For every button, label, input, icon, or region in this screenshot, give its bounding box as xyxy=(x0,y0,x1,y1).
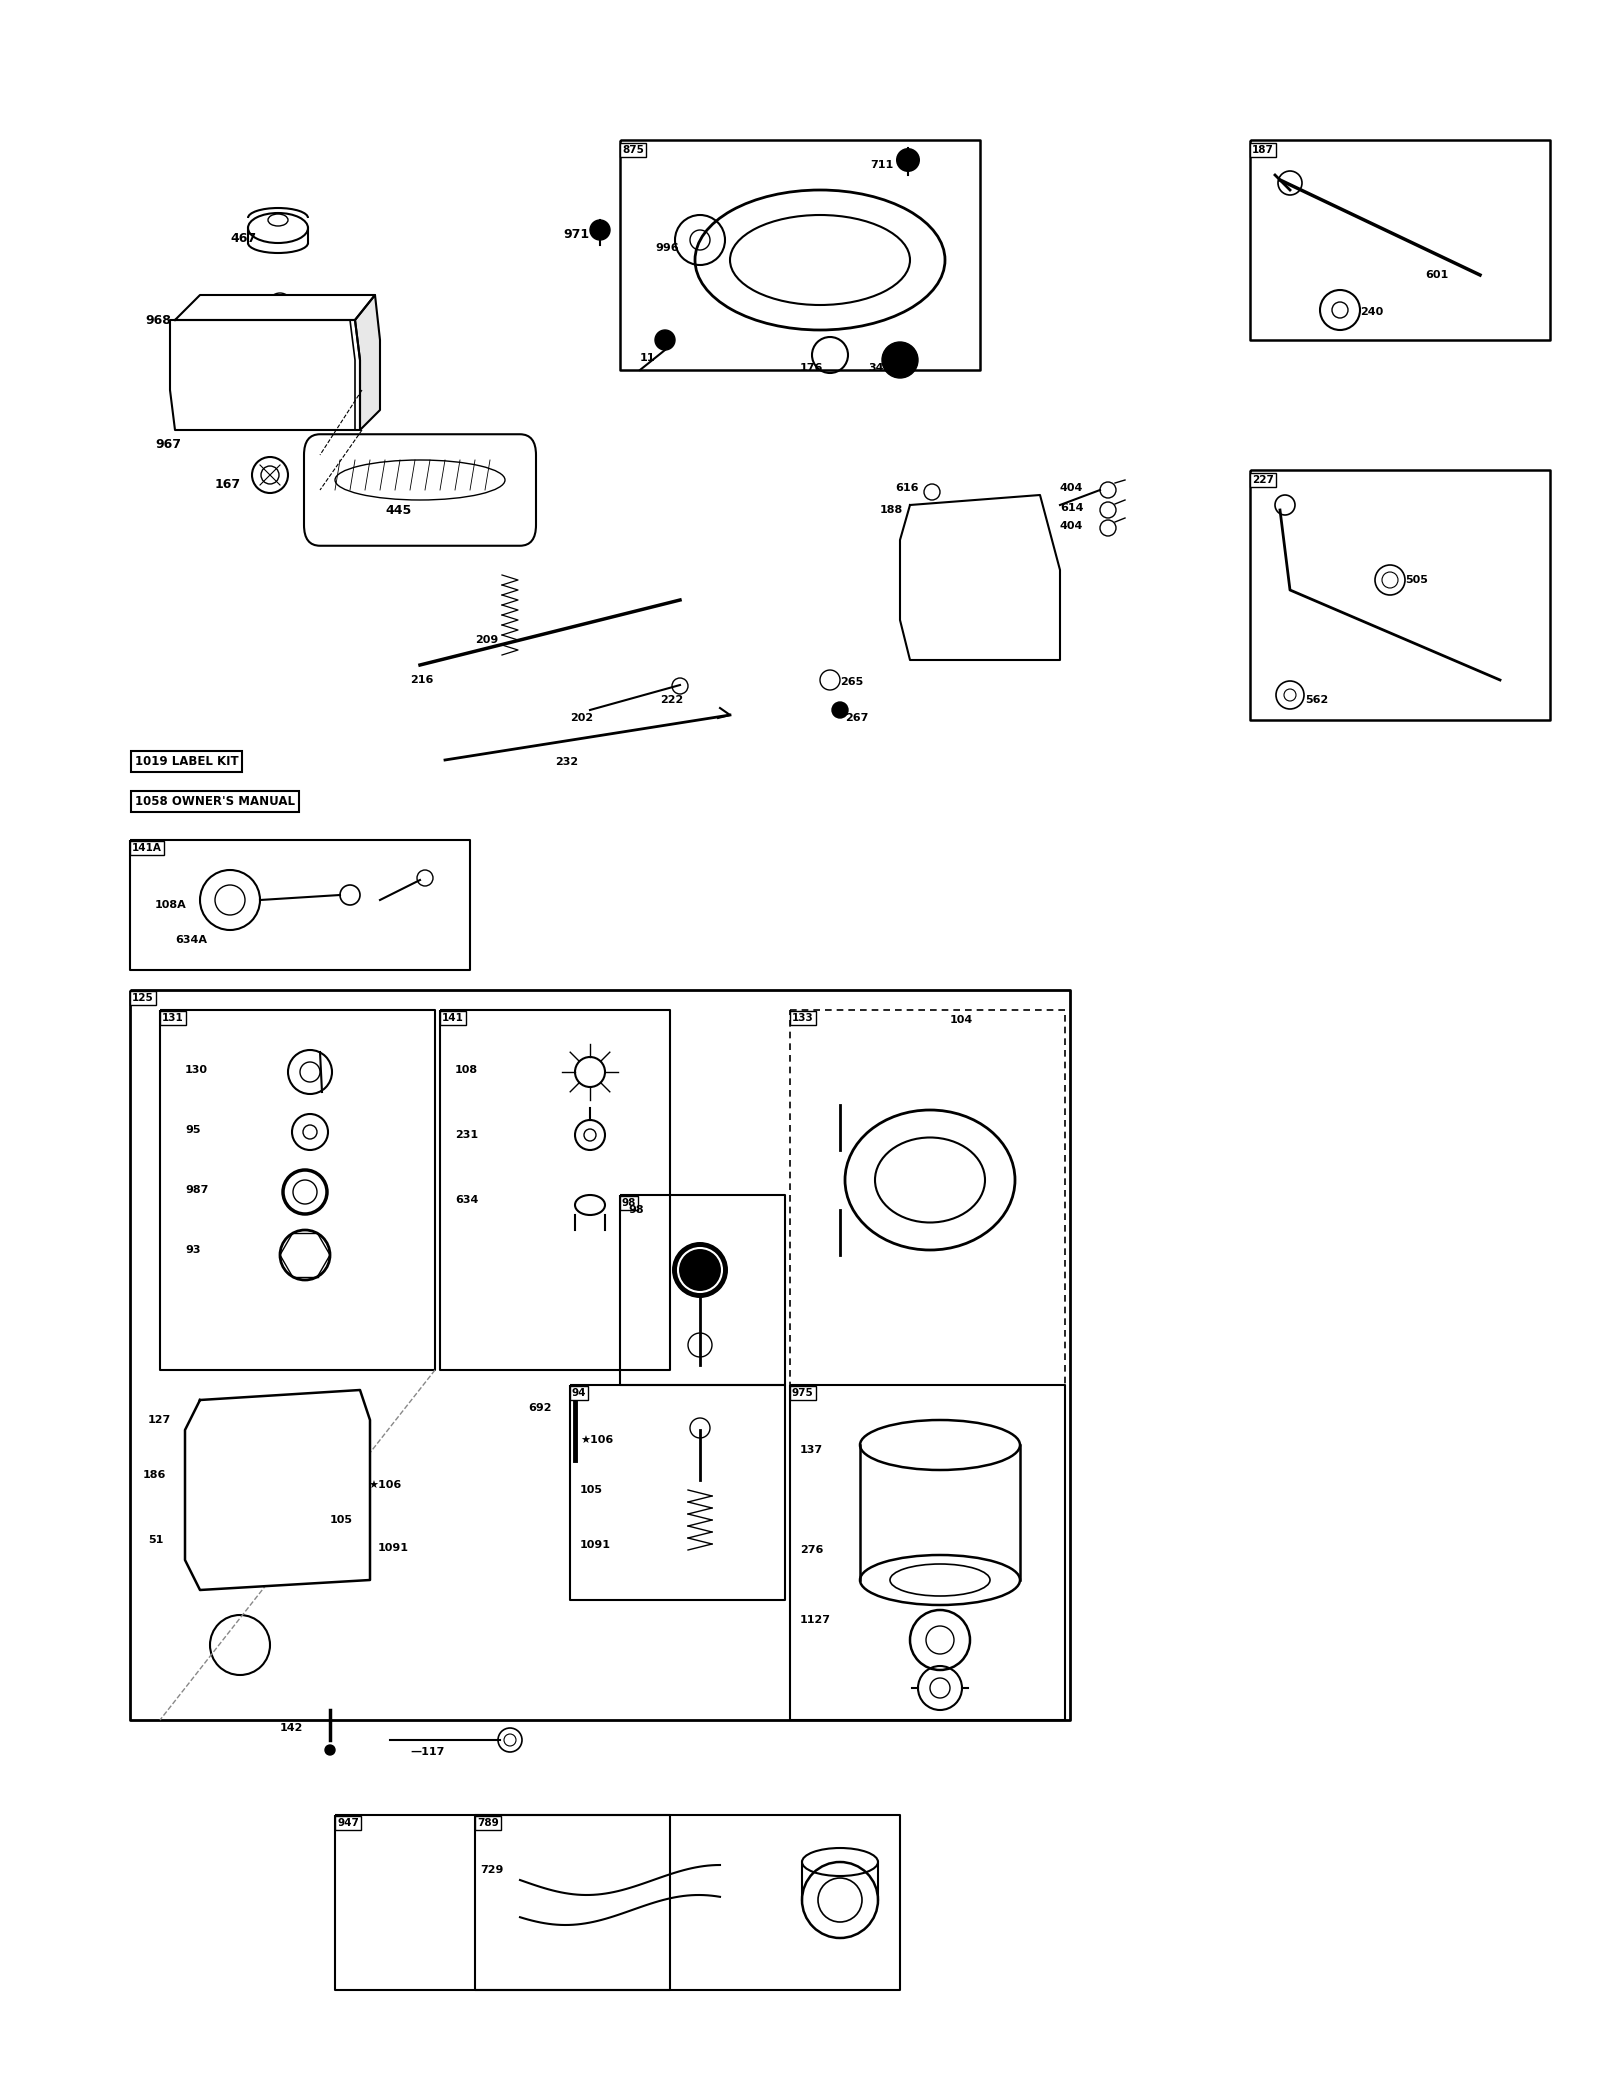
FancyBboxPatch shape xyxy=(304,434,536,546)
Text: 216: 216 xyxy=(410,674,434,685)
Text: 141: 141 xyxy=(442,1013,464,1023)
Text: 104: 104 xyxy=(950,1015,973,1025)
Text: 202: 202 xyxy=(570,714,594,722)
Text: 125: 125 xyxy=(131,994,154,1002)
Text: 562: 562 xyxy=(1306,695,1328,706)
Text: 93: 93 xyxy=(186,1245,200,1255)
Text: 276: 276 xyxy=(800,1546,824,1554)
Text: 1058 OWNER'S MANUAL: 1058 OWNER'S MANUAL xyxy=(134,795,294,807)
Text: 222: 222 xyxy=(661,695,683,706)
Text: 634A: 634A xyxy=(174,936,206,944)
Text: —117: —117 xyxy=(410,1747,445,1758)
Ellipse shape xyxy=(590,220,610,241)
Text: 967: 967 xyxy=(155,438,181,452)
Text: 711: 711 xyxy=(870,160,893,170)
Text: 51: 51 xyxy=(147,1536,163,1546)
Text: 137: 137 xyxy=(800,1444,822,1455)
Ellipse shape xyxy=(672,1243,728,1299)
Ellipse shape xyxy=(832,701,848,718)
Text: 95: 95 xyxy=(186,1125,200,1135)
Text: 94: 94 xyxy=(573,1388,587,1399)
Text: 133: 133 xyxy=(792,1013,814,1023)
Text: 789: 789 xyxy=(477,1818,499,1828)
Text: 634: 634 xyxy=(454,1195,478,1206)
Text: 344: 344 xyxy=(867,363,891,374)
Text: 186: 186 xyxy=(142,1469,166,1479)
Text: 445: 445 xyxy=(386,504,411,517)
Text: ★106: ★106 xyxy=(579,1436,613,1444)
Text: 505: 505 xyxy=(1405,575,1427,585)
Polygon shape xyxy=(355,295,381,430)
Text: 232: 232 xyxy=(555,757,578,768)
Ellipse shape xyxy=(882,342,918,378)
Text: 875: 875 xyxy=(622,145,643,156)
Text: 11: 11 xyxy=(640,353,656,363)
Polygon shape xyxy=(899,496,1059,660)
Text: 692: 692 xyxy=(528,1403,552,1413)
Text: 1019 LABEL KIT: 1019 LABEL KIT xyxy=(134,755,238,768)
Text: ★106: ★106 xyxy=(368,1479,402,1490)
Text: 968: 968 xyxy=(146,313,171,326)
Text: 105: 105 xyxy=(330,1515,354,1525)
Polygon shape xyxy=(186,1390,370,1589)
Text: 616: 616 xyxy=(894,483,918,494)
Text: 614: 614 xyxy=(1059,502,1083,513)
Text: 188: 188 xyxy=(880,504,904,515)
Text: 108A: 108A xyxy=(155,901,187,911)
Text: 601: 601 xyxy=(1426,270,1448,280)
Polygon shape xyxy=(174,295,374,320)
Polygon shape xyxy=(680,174,960,344)
Text: 231: 231 xyxy=(454,1131,478,1139)
Text: 167: 167 xyxy=(214,479,242,492)
Text: 130: 130 xyxy=(186,1064,208,1075)
Ellipse shape xyxy=(325,1745,334,1755)
Text: 996: 996 xyxy=(654,243,678,253)
Text: 131: 131 xyxy=(162,1013,184,1023)
Polygon shape xyxy=(170,320,360,430)
Text: 1091: 1091 xyxy=(378,1544,410,1552)
Text: 467: 467 xyxy=(230,232,256,245)
Text: 227: 227 xyxy=(1251,475,1274,486)
Text: 141A: 141A xyxy=(131,842,162,853)
Text: 267: 267 xyxy=(845,714,869,722)
Text: 975: 975 xyxy=(792,1388,814,1399)
Text: 729: 729 xyxy=(480,1865,504,1876)
Text: 98: 98 xyxy=(627,1206,643,1216)
Text: 127: 127 xyxy=(147,1415,171,1426)
Text: 142: 142 xyxy=(280,1722,304,1733)
Text: 209: 209 xyxy=(475,635,498,645)
Text: 240: 240 xyxy=(1360,307,1384,317)
Text: 1127: 1127 xyxy=(800,1614,830,1625)
Text: 971: 971 xyxy=(563,228,589,241)
Text: 987: 987 xyxy=(186,1185,208,1195)
Text: 404: 404 xyxy=(1059,521,1083,531)
Text: 947: 947 xyxy=(338,1818,358,1828)
Text: 187: 187 xyxy=(1251,145,1274,156)
Text: 98: 98 xyxy=(622,1197,637,1208)
Text: 108: 108 xyxy=(454,1064,478,1075)
Ellipse shape xyxy=(654,330,675,351)
Text: 1091: 1091 xyxy=(579,1540,611,1550)
Text: 105: 105 xyxy=(579,1486,603,1494)
Text: 265: 265 xyxy=(840,676,864,687)
Text: 404: 404 xyxy=(1059,483,1083,494)
Ellipse shape xyxy=(896,147,920,172)
Text: 176: 176 xyxy=(800,363,824,374)
